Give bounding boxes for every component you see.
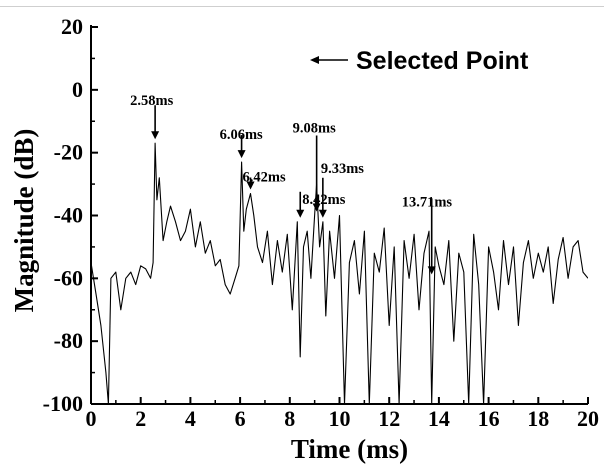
y-tick-label: -20 [54, 140, 83, 165]
y-tick-label: 20 [61, 14, 83, 39]
annotation-label: 9.08ms [293, 121, 336, 137]
annotation-arrow-head [151, 131, 160, 140]
x-tick-label: 16 [478, 406, 500, 431]
y-tick-label: -60 [54, 265, 83, 290]
y-axis-title: Magnitude (dB) [9, 129, 39, 313]
x-tick-label: 0 [86, 406, 97, 431]
annotation-label: 13.71ms [402, 194, 453, 210]
x-tick-label: 8 [284, 406, 295, 431]
annotation-arrow-head [296, 209, 305, 218]
x-tick-label: 18 [527, 406, 549, 431]
y-tick-label: -100 [43, 391, 83, 416]
x-tick-label: 12 [378, 406, 400, 431]
annotation-arrow-head [312, 203, 321, 212]
y-tick-label: 0 [72, 77, 83, 102]
x-tick-label: 14 [428, 406, 450, 431]
annotation-arrow-head [427, 266, 436, 275]
x-axis-title: Time (ms) [291, 434, 408, 464]
annotation-label: 6.06ms [220, 127, 263, 143]
y-tick-label: -80 [54, 328, 83, 353]
x-tick-label: 4 [185, 406, 196, 431]
annotation-arrow-head [237, 150, 246, 159]
x-tick-label: 6 [235, 406, 246, 431]
x-tick-label: 2 [135, 406, 146, 431]
magnitude-series-line [91, 142, 588, 404]
annotation-label: 8.42ms [302, 192, 345, 208]
annotation-arrow-head [318, 209, 327, 218]
top-divider [0, 6, 604, 7]
y-tick-label: -40 [54, 203, 83, 228]
x-tick-label: 20 [577, 406, 599, 431]
legend-arrow-head [310, 56, 319, 64]
annotation-arrow-head [246, 181, 255, 190]
legend-label: Selected Point [356, 47, 529, 75]
x-tick-label: 10 [329, 406, 351, 431]
annotation-label: 2.58ms [130, 93, 173, 109]
annotation-label: 6.42ms [243, 170, 286, 186]
annotation-label: 9.33ms [321, 161, 364, 177]
